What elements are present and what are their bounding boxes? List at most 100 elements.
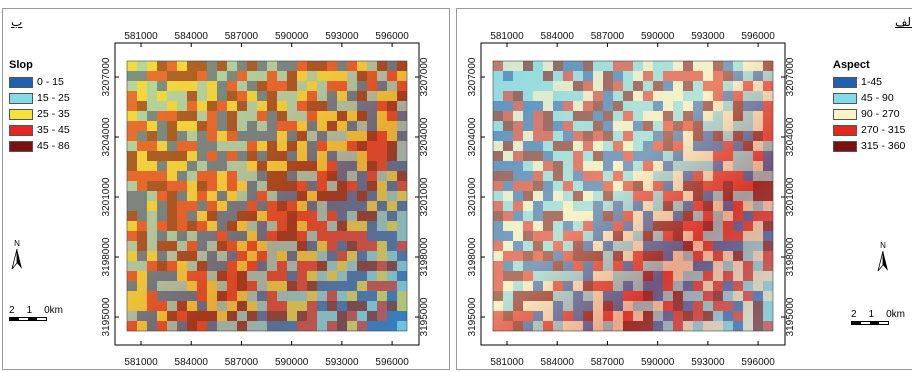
y-tick-label: 3204000 — [467, 117, 478, 156]
north-arrow-icon — [877, 251, 888, 271]
y-tick-label: 3198000 — [785, 237, 796, 276]
neatline — [480, 42, 786, 346]
legend-swatch — [833, 140, 857, 152]
y-tick-label: 3195000 — [467, 297, 478, 336]
scale-bar: 2 1 0km — [9, 305, 63, 321]
raster-texture — [493, 61, 773, 331]
legend-item: 35 - 45 — [9, 122, 70, 138]
y-tick-label: 3201000 — [785, 177, 796, 216]
legend-label: 270 - 315 — [861, 124, 906, 136]
aspect-map-panel: الف 581000 581000 584000 584000 587000 587000… — [456, 8, 912, 370]
scale-bar-graphic — [9, 317, 47, 321]
legend-label: 25 - 35 — [37, 108, 70, 120]
legend-item: 45 - 86 — [9, 138, 70, 154]
neatline — [114, 42, 420, 346]
legend-item: 315 - 360 — [833, 138, 905, 154]
legend-label: 0 - 15 — [37, 76, 64, 88]
x-tick-label: 581000 — [490, 357, 524, 368]
y-tick-label: 3204000 — [101, 117, 112, 156]
aspect-map-frame: 581000 581000 584000 584000 587000 587000 5900… — [467, 21, 796, 368]
legend-item: 0 - 15 — [9, 74, 70, 90]
x-tick-label: 593000 — [691, 357, 725, 368]
legend-swatch — [833, 92, 857, 104]
slope-map-frame: 581000 581000 584000 584000 587000 587000 5900… — [101, 21, 430, 368]
legend-title: Slop — [9, 59, 33, 71]
legend-swatch — [9, 140, 33, 152]
legend-item: 270 - 315 — [833, 122, 905, 138]
north-arrow: N — [9, 239, 25, 269]
slope-map-graticule: 581000 581000 584000 584000 587000 587000 5900… — [101, 31, 430, 368]
legend-title: Aspect — [833, 59, 870, 71]
scale-label: 2 — [851, 309, 857, 320]
x-tick-label: 587000 — [225, 31, 259, 42]
x-tick-label: 590000 — [641, 357, 675, 368]
x-tick-label: 584000 — [541, 31, 575, 42]
north-label: N — [14, 239, 20, 248]
raster-texture — [127, 61, 407, 331]
scale-bar: 2 1 0km — [851, 309, 905, 325]
legend-swatch — [9, 124, 33, 136]
scale-label: 1 — [26, 305, 33, 316]
legend-swatch — [9, 76, 33, 88]
legend-swatch — [833, 108, 857, 120]
x-tick-label: 587000 — [591, 357, 625, 368]
map-extent — [126, 60, 408, 332]
legend-item: 1-45 — [833, 74, 905, 90]
x-tick-label: 590000 — [275, 31, 309, 42]
legend-item: 90 - 270 — [833, 106, 905, 122]
x-tick-label: 596000 — [375, 357, 409, 368]
y-tick-label: 3201000 — [419, 177, 430, 216]
x-tick-label: 590000 — [275, 357, 309, 368]
x-tick-label: 584000 — [541, 357, 575, 368]
x-tick-label: 587000 — [225, 357, 259, 368]
scale-label: 1 — [868, 309, 875, 320]
scale-label: 0km — [44, 305, 64, 316]
map-extent — [492, 60, 774, 332]
legend-label: 45 - 90 — [861, 92, 894, 104]
x-tick-label: 584000 — [175, 357, 209, 368]
slope-map-panel: ب Slop 0 - 15 15 - 25 25 - 35 35 - 45 45… — [2, 8, 450, 370]
legend-label: 45 - 86 — [37, 140, 70, 152]
y-tick-label: 3198000 — [101, 237, 112, 276]
y-tick-label: 3195000 — [785, 297, 796, 336]
legend-item: 15 - 25 — [9, 90, 70, 106]
y-tick-label: 3207000 — [467, 57, 478, 96]
x-tick-label: 584000 — [175, 31, 209, 42]
x-tick-label: 590000 — [641, 31, 675, 42]
x-tick-label: 596000 — [375, 31, 409, 42]
legend-swatch — [833, 76, 857, 88]
scale-label: 2 — [9, 305, 15, 316]
y-tick-label: 3207000 — [785, 57, 796, 96]
x-tick-label: 593000 — [691, 31, 725, 42]
legend-swatch — [9, 92, 33, 104]
north-arrow: N — [875, 241, 891, 271]
legend-item: 25 - 35 — [9, 106, 70, 122]
panel-letter: ب — [11, 15, 23, 29]
x-tick-label: 596000 — [741, 31, 775, 42]
slope-legend: Slop 0 - 15 15 - 25 25 - 35 35 - 45 45 -… — [9, 59, 70, 154]
y-tick-label: 3204000 — [785, 117, 796, 156]
y-tick-label: 3198000 — [467, 237, 478, 276]
y-tick-label: 3201000 — [467, 177, 478, 216]
x-tick-label: 587000 — [591, 31, 625, 42]
x-tick-label: 593000 — [325, 357, 359, 368]
legend-item: 45 - 90 — [833, 90, 905, 106]
legend-label: 35 - 45 — [37, 124, 70, 136]
north-label: N — [880, 241, 886, 250]
y-tick-label: 3195000 — [101, 297, 112, 336]
legend-swatch — [833, 124, 857, 136]
legend-label: 15 - 25 — [37, 92, 70, 104]
legend-label: 315 - 360 — [861, 140, 906, 152]
panel-letter: الف — [895, 15, 912, 29]
x-tick-label: 581000 — [490, 31, 524, 42]
y-tick-label: 3201000 — [101, 177, 112, 216]
y-tick-label: 3207000 — [419, 57, 430, 96]
y-tick-label: 3195000 — [419, 297, 430, 336]
y-tick-label: 3204000 — [419, 117, 430, 156]
x-tick-label: 581000 — [124, 357, 158, 368]
x-tick-label: 596000 — [741, 357, 775, 368]
y-tick-label: 3198000 — [419, 237, 430, 276]
legend-swatch — [9, 108, 33, 120]
x-tick-label: 593000 — [325, 31, 359, 42]
aspect-legend: Aspect 1-45 45 - 90 90 - 270 270 - 315 3… — [833, 59, 905, 154]
